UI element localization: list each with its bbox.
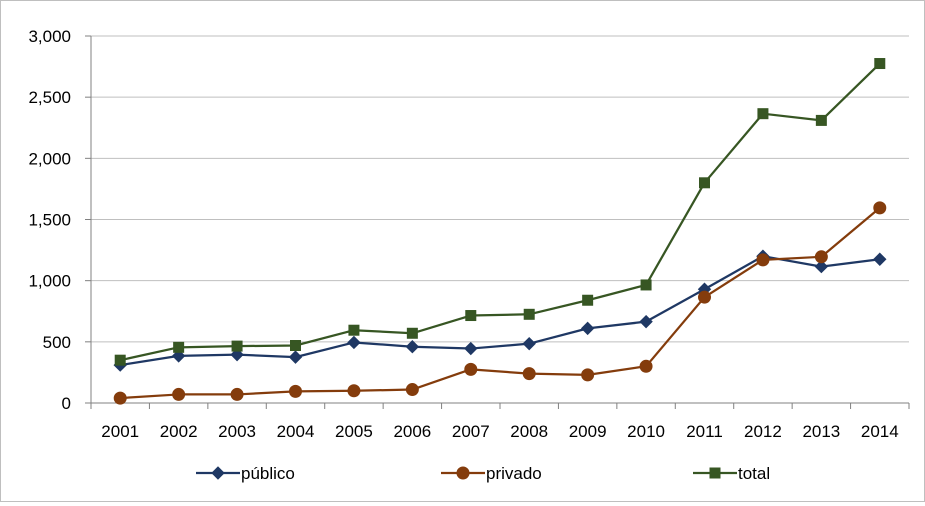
series-1	[113, 249, 887, 372]
y-tick-label: 3,000	[28, 27, 71, 46]
data-point	[290, 340, 301, 352]
data-point	[465, 310, 477, 322]
data-point	[757, 108, 769, 120]
series-2	[113, 201, 887, 405]
data-point	[173, 341, 185, 353]
data-point	[522, 367, 536, 381]
y-tick-label: 2,000	[28, 149, 71, 168]
x-tick-label: 2003	[218, 422, 256, 441]
data-point	[814, 250, 828, 264]
data-point	[640, 279, 652, 291]
legend: público privado total	[196, 464, 770, 483]
data-point	[230, 387, 244, 401]
x-tick-label: 2011	[686, 422, 723, 441]
y-tick-label: 1,500	[28, 211, 71, 230]
x-tick-label: 2006	[393, 422, 431, 441]
x-tick-label: 2005	[335, 422, 373, 441]
x-tick-label: 2009	[569, 422, 607, 441]
data-point	[873, 252, 887, 266]
x-tick-label: 2010	[627, 422, 665, 441]
data-point	[580, 321, 595, 336]
data-point	[347, 335, 361, 350]
data-point	[582, 294, 594, 306]
data-point	[406, 327, 418, 339]
x-tick-label: 2002	[160, 422, 198, 441]
series-line	[119, 62, 881, 362]
data-point	[348, 324, 360, 336]
data-point	[231, 340, 243, 352]
data-point	[171, 349, 186, 363]
data-point	[288, 350, 303, 364]
series-line	[120, 255, 880, 367]
data-point	[639, 359, 653, 373]
data-point	[113, 391, 127, 405]
data-point	[698, 290, 711, 304]
x-tick-label: 2004	[277, 422, 315, 441]
data-point	[756, 253, 770, 267]
legend-label: privado	[486, 464, 542, 483]
data-point	[699, 177, 710, 189]
y-tick-label: 1,000	[28, 272, 71, 291]
data-point	[639, 314, 653, 329]
axes	[85, 35, 910, 409]
x-tick-labels: 2001 2002 2003 2004 2005 2006 2007 2008 2009 2010…	[101, 422, 898, 441]
y-tick-labels: 0 500 1,000 1,500 2,000 2,500 3,000	[28, 27, 71, 413]
data-point	[873, 201, 887, 215]
series-line	[120, 207, 881, 400]
y-tick-label: 2,500	[28, 88, 71, 107]
legend-item-1: público	[196, 464, 295, 483]
legend-marker	[456, 466, 470, 480]
data-point	[230, 347, 244, 362]
data-point	[815, 114, 827, 126]
x-tick-label: 2013	[802, 422, 840, 441]
legend-label: público	[241, 464, 295, 483]
x-tick-label: 2012	[744, 422, 782, 441]
legend-item-3: total	[693, 464, 770, 483]
gridlines	[91, 35, 909, 343]
data-point	[347, 384, 361, 398]
y-tick-label: 0	[62, 394, 71, 413]
data-point	[172, 387, 186, 401]
series-3	[114, 58, 886, 366]
x-tick-label: 2007	[452, 422, 490, 441]
data-point	[405, 340, 420, 354]
data-point	[405, 383, 419, 397]
data-point	[581, 368, 595, 382]
legend-label: total	[738, 464, 770, 483]
data-point	[464, 362, 478, 376]
legend-item-2: privado	[441, 464, 542, 483]
x-tick-label: 2001	[101, 422, 139, 441]
data-point	[464, 341, 478, 356]
legend-marker	[709, 467, 721, 479]
data-point	[114, 354, 126, 366]
data-point	[874, 58, 886, 70]
data-point	[814, 259, 829, 274]
data-point	[289, 384, 302, 398]
x-tick-label: 2014	[861, 422, 899, 441]
y-tick-label: 500	[43, 333, 71, 352]
data-point	[523, 308, 535, 320]
series-group	[113, 58, 887, 405]
data-point	[522, 336, 536, 351]
legend-marker	[211, 466, 225, 480]
x-tick-label: 2008	[510, 422, 548, 441]
